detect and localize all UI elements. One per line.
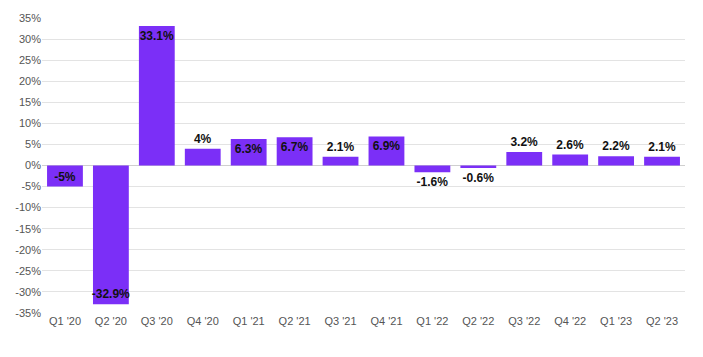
svg-text:Q4 '22: Q4 '22 (554, 315, 586, 327)
svg-text:-10%: -10% (15, 201, 41, 213)
svg-text:6.9%: 6.9% (373, 139, 401, 153)
svg-text:-1.6%: -1.6% (417, 175, 449, 189)
svg-text:-25%: -25% (15, 265, 41, 277)
svg-text:Q4 '21: Q4 '21 (370, 315, 402, 327)
svg-text:-20%: -20% (15, 244, 41, 256)
svg-text:-35%: -35% (15, 307, 41, 319)
svg-text:-0.6%: -0.6% (462, 171, 494, 185)
svg-text:Q1 '22: Q1 '22 (416, 315, 448, 327)
svg-text:-32.9%: -32.9% (92, 287, 130, 301)
svg-text:Q2 '23: Q2 '23 (646, 315, 678, 327)
svg-text:4%: 4% (194, 132, 212, 146)
svg-text:Q1 '21: Q1 '21 (233, 315, 265, 327)
svg-text:33.1%: 33.1% (140, 29, 174, 43)
svg-text:Q3 '21: Q3 '21 (325, 315, 357, 327)
svg-text:3.2%: 3.2% (510, 135, 538, 149)
svg-text:Q1 '23: Q1 '23 (600, 315, 632, 327)
svg-text:Q1 '20: Q1 '20 (49, 315, 81, 327)
svg-text:-5%: -5% (54, 170, 76, 184)
svg-text:Q2 '22: Q2 '22 (462, 315, 494, 327)
svg-text:Q2 '21: Q2 '21 (279, 315, 311, 327)
svg-text:10%: 10% (19, 117, 41, 129)
svg-text:0%: 0% (25, 159, 41, 171)
svg-text:Q3 '22: Q3 '22 (508, 315, 540, 327)
svg-text:30%: 30% (19, 33, 41, 45)
svg-text:Q4 '20: Q4 '20 (187, 315, 219, 327)
svg-text:15%: 15% (19, 96, 41, 108)
svg-text:2.1%: 2.1% (648, 140, 676, 154)
svg-text:Q2 '20: Q2 '20 (95, 315, 127, 327)
svg-text:6.3%: 6.3% (235, 142, 263, 156)
svg-text:20%: 20% (19, 75, 41, 87)
svg-text:-5%: -5% (21, 180, 41, 192)
svg-text:5%: 5% (25, 138, 41, 150)
svg-text:2.6%: 2.6% (556, 138, 584, 152)
svg-text:2.2%: 2.2% (602, 139, 630, 153)
svg-text:6.7%: 6.7% (281, 140, 309, 154)
svg-text:25%: 25% (19, 54, 41, 66)
svg-text:-30%: -30% (15, 286, 41, 298)
svg-text:2.1%: 2.1% (327, 140, 355, 154)
svg-text:-15%: -15% (15, 223, 41, 235)
svg-text:35%: 35% (19, 12, 41, 24)
svg-text:Q3 '20: Q3 '20 (141, 315, 173, 327)
